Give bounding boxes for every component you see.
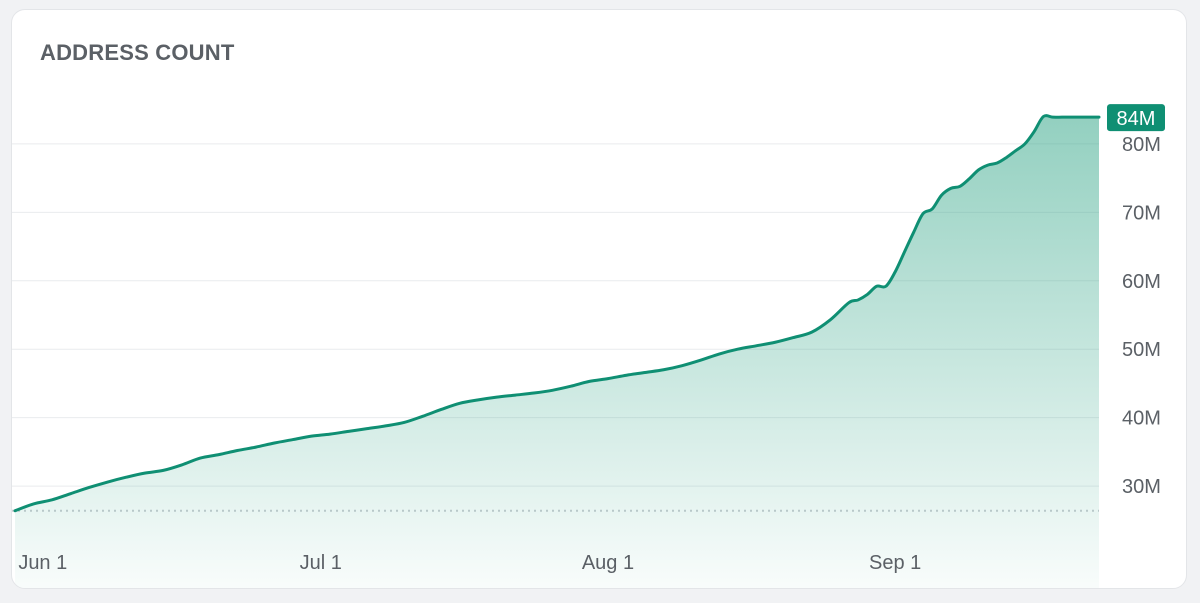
x-tick-label: Aug 1 — [582, 552, 634, 574]
address-count-card: ADDRESS COUNT 30M 40M 50M 60M 70M 80M Jun 1 Jul… — [11, 9, 1187, 589]
address-count-chart: 30M 40M 50M 60M 70M 80M Jun 1 Jul 1 Aug 1 Sep 1 8… — [12, 104, 1165, 588]
y-tick-label: 30M — [1122, 476, 1161, 498]
series-area-fill — [15, 115, 1099, 588]
x-tick-label: Jul 1 — [300, 552, 342, 574]
last-value-badge-layer: 84M — [1107, 104, 1165, 132]
area-layer — [13, 114, 1101, 588]
x-tick-label: Sep 1 — [869, 552, 921, 574]
y-tick-label: 40M — [1122, 408, 1161, 430]
series-line — [13, 114, 1101, 513]
last-value-badge — [1107, 104, 1165, 132]
y-tick-label: 60M — [1122, 271, 1161, 293]
last-value-label: 84M — [1117, 108, 1156, 130]
y-tick-label: 50M — [1122, 339, 1161, 361]
y-tick-label: 80M — [1122, 134, 1161, 156]
axis-labels: 30M 40M 50M 60M 70M 80M Jun 1 Jul 1 Aug 1 Sep 1 — [18, 134, 1161, 574]
x-tick-label: Jun 1 — [18, 552, 67, 574]
chart-title: ADDRESS COUNT — [40, 40, 235, 65]
y-tick-label: 70M — [1122, 202, 1161, 224]
